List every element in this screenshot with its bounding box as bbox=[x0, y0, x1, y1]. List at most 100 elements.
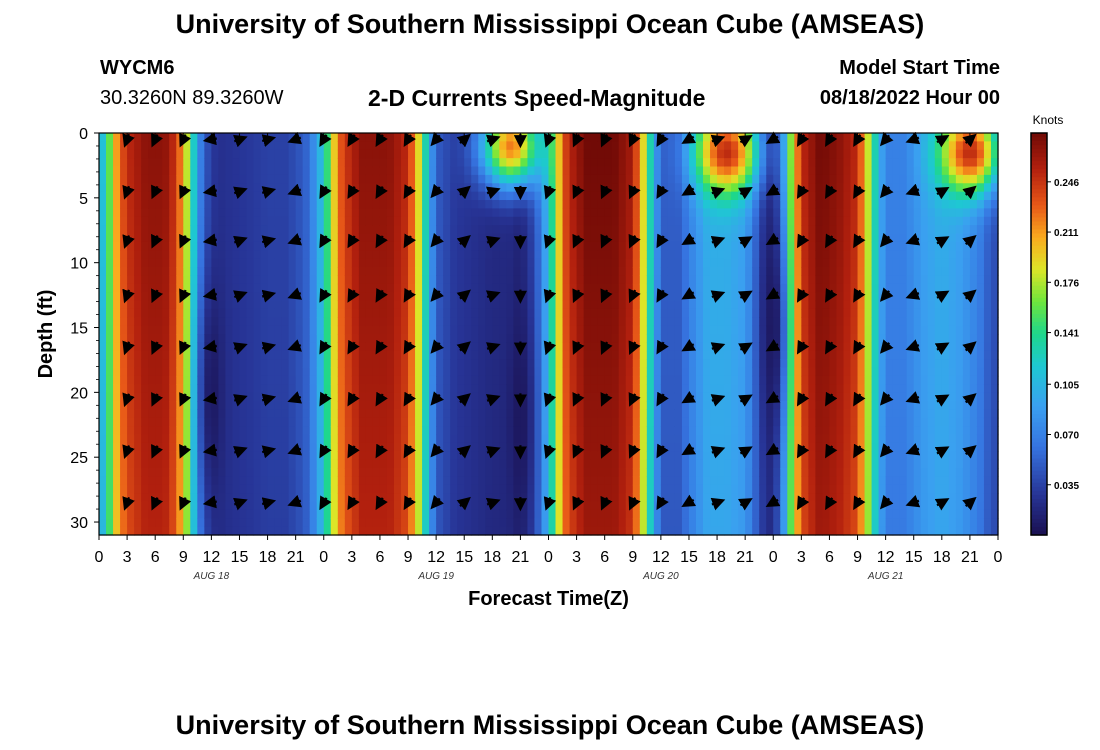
heatmap-cell bbox=[106, 426, 114, 436]
heatmap-cell bbox=[211, 216, 219, 226]
heatmap-cell bbox=[190, 476, 198, 486]
heatmap-cell bbox=[625, 325, 634, 335]
heatmap-cell bbox=[604, 509, 613, 519]
heatmap-cell bbox=[253, 484, 262, 494]
heatmap-cell bbox=[443, 417, 451, 427]
heatmap-cell bbox=[520, 350, 529, 360]
heatmap-cell bbox=[218, 468, 227, 477]
heatmap-cell bbox=[541, 200, 550, 209]
heatmap-cell bbox=[773, 417, 781, 427]
heatmap-cell bbox=[422, 174, 430, 184]
heatmap-cell bbox=[443, 442, 451, 452]
heatmap-cell bbox=[443, 258, 451, 268]
heatmap-cell bbox=[246, 300, 255, 310]
heatmap-cell bbox=[106, 334, 114, 343]
heatmap-cell bbox=[752, 468, 760, 477]
heatmap-cell bbox=[520, 141, 529, 151]
heatmap-cell bbox=[808, 334, 816, 343]
heatmap-cell bbox=[386, 459, 395, 469]
heatmap-cell bbox=[351, 468, 360, 477]
heatmap-cell bbox=[330, 216, 339, 226]
heatmap-cell bbox=[478, 141, 486, 151]
heatmap-cell bbox=[815, 317, 824, 327]
heatmap-cell bbox=[527, 476, 536, 486]
heatmap-cell bbox=[808, 225, 816, 235]
heatmap-cell bbox=[618, 241, 627, 251]
heatmap-cell bbox=[288, 409, 297, 419]
heatmap-cell bbox=[197, 501, 205, 511]
heatmap-cell bbox=[232, 166, 241, 176]
heatmap-cell bbox=[597, 308, 606, 318]
heatmap-cell bbox=[239, 375, 248, 385]
heatmap-cell bbox=[358, 225, 367, 235]
heatmap-cell bbox=[393, 451, 402, 461]
heatmap-cell bbox=[274, 158, 283, 168]
heatmap-cell bbox=[562, 241, 571, 251]
heatmap-cell bbox=[302, 350, 311, 360]
heatmap-cell bbox=[162, 317, 170, 327]
heatmap-cell bbox=[492, 434, 500, 444]
heatmap-cell bbox=[569, 149, 578, 159]
heatmap-cell bbox=[611, 225, 620, 235]
heatmap-cell bbox=[632, 300, 641, 310]
heatmap-cell bbox=[253, 300, 262, 310]
heatmap-cell bbox=[766, 283, 774, 293]
heatmap-cell bbox=[625, 300, 634, 310]
heatmap-cell bbox=[274, 208, 283, 218]
heatmap-cell bbox=[288, 158, 297, 168]
heatmap-cell bbox=[731, 334, 739, 343]
heatmap-cell bbox=[787, 459, 795, 469]
heatmap-cell bbox=[253, 384, 262, 394]
heatmap-cell bbox=[780, 133, 788, 142]
heatmap-cell bbox=[415, 158, 423, 168]
heatmap-cell bbox=[246, 233, 255, 243]
heatmap-cell bbox=[443, 275, 451, 285]
heatmap-cell bbox=[267, 518, 276, 528]
heatmap-cell bbox=[492, 367, 500, 377]
heatmap-cell bbox=[681, 468, 690, 477]
heatmap-cell bbox=[681, 267, 690, 276]
heatmap-cell bbox=[436, 401, 444, 410]
heatmap-cell bbox=[724, 174, 732, 184]
heatmap-cell bbox=[695, 476, 704, 486]
heatmap-cell bbox=[674, 149, 683, 159]
heatmap-cell bbox=[703, 283, 711, 293]
heatmap-cell bbox=[590, 149, 599, 159]
heatmap-cell bbox=[787, 241, 795, 251]
heatmap-cell bbox=[365, 509, 374, 519]
heatmap-cell bbox=[611, 241, 620, 251]
heatmap-cell bbox=[766, 451, 774, 461]
heatmap-cell bbox=[457, 250, 465, 260]
heatmap-cell bbox=[752, 174, 760, 184]
heatmap-cell bbox=[513, 375, 521, 385]
heatmap-cell bbox=[274, 258, 283, 268]
heatmap-cell bbox=[773, 317, 781, 327]
heatmap-cell bbox=[127, 509, 135, 519]
heatmap-cell bbox=[309, 233, 318, 243]
heatmap-cell bbox=[351, 384, 360, 394]
heatmap-cell bbox=[506, 133, 514, 142]
heatmap-cell bbox=[99, 292, 107, 302]
heatmap-cell bbox=[569, 350, 578, 360]
heatmap-cell bbox=[499, 325, 507, 335]
heatmap-cell bbox=[766, 216, 774, 226]
heatmap-cell bbox=[316, 350, 325, 360]
heatmap-cell bbox=[773, 434, 781, 444]
heatmap-cell bbox=[688, 283, 697, 293]
heatmap-cell bbox=[583, 367, 592, 377]
heatmap-cell bbox=[155, 501, 163, 511]
heatmap-cell bbox=[106, 359, 114, 369]
heatmap-cell bbox=[745, 518, 753, 528]
heatmap-cell bbox=[295, 250, 304, 260]
heatmap-cell bbox=[246, 225, 255, 235]
heatmap-cell bbox=[569, 518, 578, 528]
heatmap-cell bbox=[688, 174, 697, 184]
heatmap-cell bbox=[710, 417, 718, 427]
heatmap-cell bbox=[120, 334, 128, 343]
heatmap-cell bbox=[710, 166, 718, 176]
heatmap-cell bbox=[527, 208, 536, 218]
heatmap-cell bbox=[365, 308, 374, 318]
heatmap-cell bbox=[155, 526, 163, 536]
heatmap-cell bbox=[639, 241, 648, 251]
heatmap-cell bbox=[660, 518, 669, 528]
